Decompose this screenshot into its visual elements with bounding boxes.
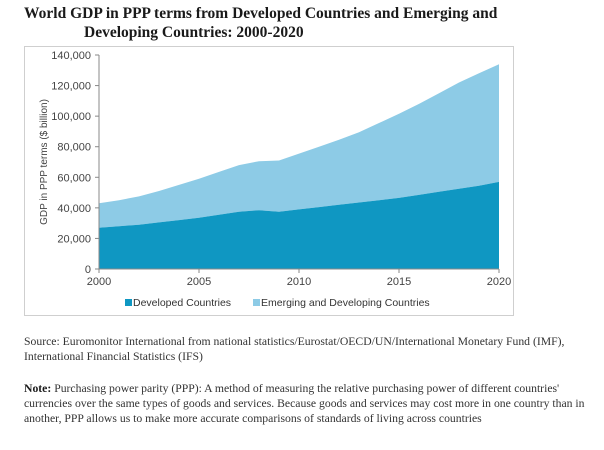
source-note: Source: Euromonitor International from n… bbox=[24, 335, 565, 363]
note-text: Purchasing power parity (PPP): A method … bbox=[24, 382, 585, 425]
legend-label-emerging: Emerging and Developing Countries bbox=[261, 297, 430, 309]
y-axis-title: GDP in PPP terms ($ billion) bbox=[39, 99, 50, 225]
y-tick-label: 40,000 bbox=[57, 203, 91, 215]
x-tick-label: 2005 bbox=[187, 276, 211, 288]
y-tick-label: 80,000 bbox=[57, 142, 91, 154]
y-tick-label: 100,000 bbox=[51, 111, 91, 123]
x-tick-label: 2010 bbox=[287, 276, 311, 288]
y-tick-label: 60,000 bbox=[57, 172, 91, 184]
series-area-developed bbox=[99, 181, 499, 269]
chart-title-line-2: Developing Countries: 2000-2020 bbox=[84, 24, 304, 41]
y-tick-label: 20,000 bbox=[57, 233, 91, 245]
gdp-area-chart: 0 20,000 40,000 60,000 80,000 100,000 120,000 1… bbox=[39, 50, 511, 309]
x-tick-label: 2015 bbox=[387, 276, 411, 288]
chart-title: World GDP in PPP terms from Developed Co… bbox=[24, 4, 584, 42]
y-tick-label: 0 bbox=[85, 264, 91, 276]
y-tick-label: 120,000 bbox=[51, 81, 91, 93]
chart-title-line-1: World GDP in PPP terms from Developed Co… bbox=[24, 5, 498, 22]
x-tick-label: 2020 bbox=[487, 276, 511, 288]
series-area-emerging bbox=[99, 64, 499, 228]
note-label: Note: bbox=[24, 382, 52, 395]
legend-swatch-emerging bbox=[253, 299, 260, 306]
ppp-note: Note: Purchasing power parity (PPP): A m… bbox=[24, 381, 599, 426]
y-tick-label: 140,000 bbox=[51, 50, 91, 62]
chart-panel: 0 20,000 40,000 60,000 80,000 100,000 120,000 1… bbox=[24, 46, 514, 316]
legend-swatch-developed bbox=[125, 299, 132, 306]
x-tick-label: 2000 bbox=[87, 276, 111, 288]
legend-label-developed: Developed Countries bbox=[133, 297, 231, 309]
